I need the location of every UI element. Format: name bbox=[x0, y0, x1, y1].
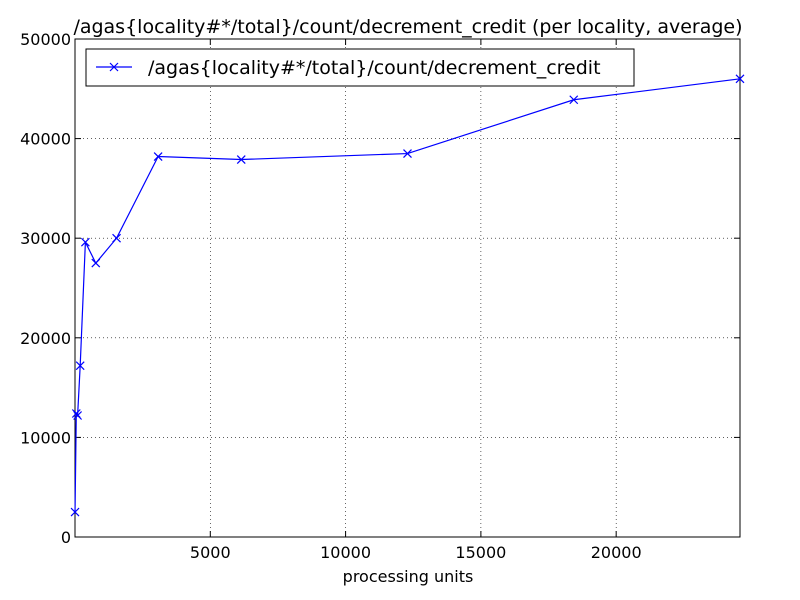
y-tick-label: 40000 bbox=[20, 130, 71, 149]
x-tick-label: 10000 bbox=[320, 543, 371, 562]
data-point bbox=[569, 95, 579, 105]
y-tick-label: 0 bbox=[61, 528, 71, 547]
x-axis-label: processing units bbox=[343, 567, 474, 586]
chart-title: /agas{locality#*/total}/count/decrement_… bbox=[73, 16, 742, 38]
legend-series-label: /agas{locality#*/total}/count/decrement_… bbox=[148, 57, 601, 79]
data-point bbox=[73, 411, 83, 420]
x-tick-label: 20000 bbox=[591, 543, 642, 562]
plot-area bbox=[74, 38, 741, 538]
series-layer bbox=[70, 74, 745, 517]
data-point bbox=[236, 155, 246, 164]
y-tick-label: 10000 bbox=[20, 428, 71, 447]
data-point bbox=[70, 507, 80, 517]
data-point bbox=[112, 233, 121, 243]
tick-layer: 5000 10000 15000 20000 0 10000 20000 30000 40000… bbox=[20, 30, 740, 562]
legend: /agas{locality#*/total}/count/decrement_… bbox=[85, 48, 635, 87]
data-point bbox=[91, 258, 101, 268]
data-point bbox=[153, 152, 163, 161]
data-point bbox=[80, 237, 90, 247]
grid-layer bbox=[75, 39, 740, 537]
data-point bbox=[403, 149, 412, 158]
data-point bbox=[735, 74, 745, 84]
y-tick-label: 20000 bbox=[20, 329, 71, 348]
legend-box bbox=[85, 48, 635, 87]
legend-marker-b bbox=[109, 62, 119, 72]
x-tick-label: 5000 bbox=[190, 543, 231, 562]
y-tick-label: 50000 bbox=[20, 30, 71, 49]
y-tick-label: 30000 bbox=[20, 229, 71, 248]
series-line bbox=[74, 78, 741, 513]
data-point bbox=[75, 361, 85, 371]
x-tick-label: 15000 bbox=[455, 543, 506, 562]
